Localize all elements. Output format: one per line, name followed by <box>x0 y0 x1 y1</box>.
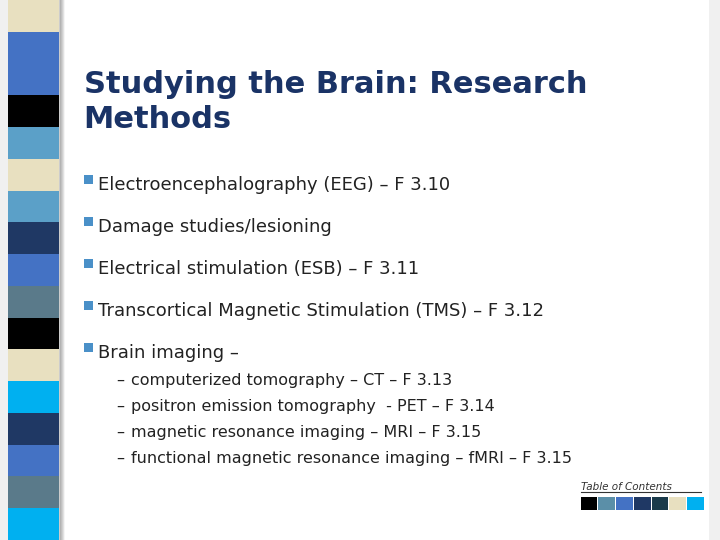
Bar <box>8 64 59 95</box>
Text: functional magnetic resonance imaging – fMRI – F 3.15: functional magnetic resonance imaging – … <box>131 451 572 466</box>
Bar <box>616 497 633 510</box>
Text: –: – <box>116 373 124 388</box>
Text: computerized tomography – CT – F 3.13: computerized tomography – CT – F 3.13 <box>131 373 452 388</box>
Bar <box>8 318 59 349</box>
Bar <box>8 191 59 222</box>
Text: –: – <box>116 399 124 414</box>
Bar <box>84 343 92 352</box>
Text: Transcortical Magnetic Stimulation (TMS) – F 3.12: Transcortical Magnetic Stimulation (TMS)… <box>99 302 544 320</box>
Bar <box>63 0 65 540</box>
Text: Table of Contents: Table of Contents <box>580 482 672 492</box>
Bar <box>8 222 59 254</box>
Bar <box>652 497 668 510</box>
Bar <box>8 159 59 191</box>
Bar <box>8 95 59 127</box>
Bar <box>59 0 61 540</box>
Bar <box>84 175 92 184</box>
Text: Brain imaging –: Brain imaging – <box>99 344 239 362</box>
Bar <box>84 217 92 226</box>
Bar <box>8 286 59 318</box>
Bar <box>670 497 686 510</box>
Text: Studying the Brain: Research
Methods: Studying the Brain: Research Methods <box>84 70 587 134</box>
Bar <box>8 508 59 540</box>
Bar <box>8 445 59 476</box>
Text: magnetic resonance imaging – MRI – F 3.15: magnetic resonance imaging – MRI – F 3.1… <box>131 425 481 440</box>
Bar <box>84 259 92 268</box>
Text: Electrical stimulation (ESB) – F 3.11: Electrical stimulation (ESB) – F 3.11 <box>99 260 420 278</box>
Bar <box>62 0 64 540</box>
Bar <box>8 413 59 445</box>
Text: Electroencephalography (EEG) – F 3.10: Electroencephalography (EEG) – F 3.10 <box>99 176 451 194</box>
Bar <box>8 476 59 508</box>
Bar <box>60 0 62 540</box>
Bar <box>61 0 63 540</box>
Bar <box>598 497 615 510</box>
Bar <box>634 497 651 510</box>
Bar <box>8 349 59 381</box>
Bar <box>8 32 59 64</box>
Text: –: – <box>116 451 124 466</box>
Bar <box>8 381 59 413</box>
Bar <box>8 0 59 32</box>
Bar <box>580 497 598 510</box>
Text: positron emission tomography  - PET – F 3.14: positron emission tomography - PET – F 3… <box>131 399 495 414</box>
Bar <box>8 127 59 159</box>
Text: Damage studies/lesioning: Damage studies/lesioning <box>99 218 332 236</box>
Bar <box>8 254 59 286</box>
Bar <box>84 301 92 310</box>
Text: –: – <box>116 425 124 440</box>
Bar <box>687 497 703 510</box>
